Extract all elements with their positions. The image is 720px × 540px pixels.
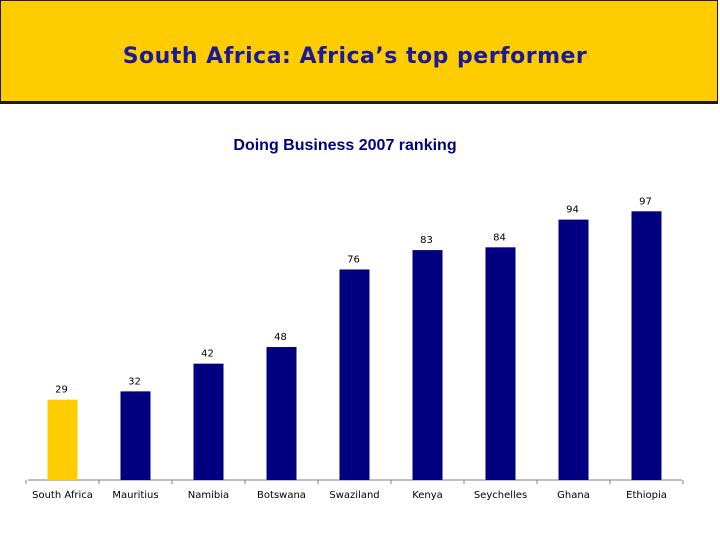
category-label: Botswana xyxy=(257,490,306,501)
value-label: 48 xyxy=(274,332,287,343)
category-label: Kenya xyxy=(412,490,443,501)
value-label: 94 xyxy=(566,205,579,216)
value-label: 83 xyxy=(420,235,433,246)
tick-marks-group xyxy=(25,480,684,484)
bar-chart: 29 32 42 48 76 83 84 94 97 South Africa Mauritius… xyxy=(25,196,684,501)
category-label: Seychelles xyxy=(474,490,527,501)
category-label: Swaziland xyxy=(329,490,379,501)
slide-title: South Africa: Africa’s top performer xyxy=(122,44,588,69)
value-label: 32 xyxy=(128,376,141,387)
bar-ethiopia xyxy=(631,211,662,480)
bar-kenya xyxy=(412,250,443,480)
category-label: Ethiopia xyxy=(626,490,667,501)
chart-title: Doing Business 2007 ranking xyxy=(233,137,457,154)
value-label: 42 xyxy=(201,349,214,360)
bars-group xyxy=(47,211,662,480)
title-band xyxy=(0,0,718,104)
category-label: Ghana xyxy=(557,490,590,501)
category-label: Namibia xyxy=(188,490,229,501)
bar-ghana xyxy=(558,219,589,480)
value-label: 84 xyxy=(493,232,506,243)
bar-botswana xyxy=(266,347,297,480)
bar-mauritius xyxy=(120,391,151,480)
bar-namibia xyxy=(193,363,224,480)
value-label: 29 xyxy=(55,385,68,396)
value-label: 76 xyxy=(347,254,360,265)
value-labels-group: 29 32 42 48 76 83 84 94 97 xyxy=(55,196,652,395)
value-label: 97 xyxy=(639,196,652,207)
category-label: South Africa xyxy=(32,490,93,501)
bar-seychelles xyxy=(485,247,516,480)
bar-south-africa xyxy=(47,399,78,480)
category-label: Mauritius xyxy=(112,490,158,501)
bar-swaziland xyxy=(339,269,370,480)
category-labels-group: South Africa Mauritius Namibia Botswana Swaz… xyxy=(32,490,667,501)
